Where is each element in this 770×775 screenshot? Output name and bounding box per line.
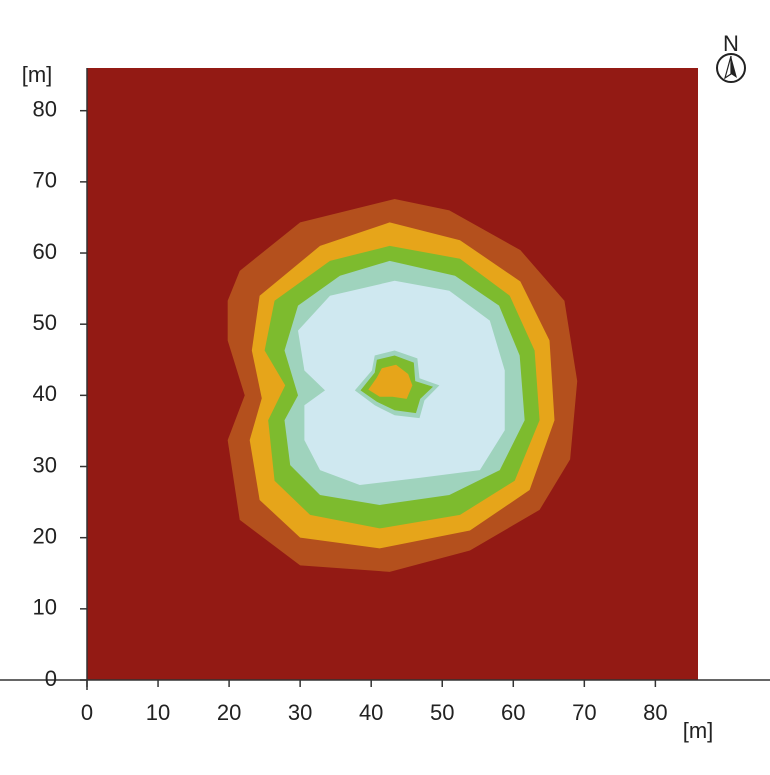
x-tick-label: 70 <box>572 700 596 725</box>
x-tick-label: 0 <box>81 700 93 725</box>
north-label: N <box>723 31 739 56</box>
compass-needle-right <box>731 56 737 78</box>
north-arrow: N <box>716 31 746 83</box>
x-tick-label: 10 <box>146 700 170 725</box>
y-tick-label: 10 <box>33 595 57 620</box>
y-tick-label: 50 <box>33 310 57 335</box>
y-tick-label: 20 <box>33 523 57 548</box>
contour-region <box>368 364 413 399</box>
y-tick-label: 70 <box>33 168 57 193</box>
x-tick-label: 60 <box>501 700 525 725</box>
y-tick-label: 0 <box>45 666 57 691</box>
y-tick-label: 60 <box>33 239 57 264</box>
x-tick-label: 30 <box>288 700 312 725</box>
x-axis-label: [m] <box>683 718 714 743</box>
y-tick-label: 40 <box>33 381 57 406</box>
y-tick-label: 30 <box>33 452 57 477</box>
x-tick-label: 50 <box>430 700 454 725</box>
x-tick-label: 40 <box>359 700 383 725</box>
y-tick-label: 80 <box>33 97 57 122</box>
x-tick-label: 20 <box>217 700 241 725</box>
x-tick-label: 80 <box>643 700 667 725</box>
plot: 0 10 20 30 40 50 60 70 80 0 10 20 30 40 50 60 70 80 <box>0 68 770 725</box>
y-axis-label: [m] <box>22 62 53 87</box>
